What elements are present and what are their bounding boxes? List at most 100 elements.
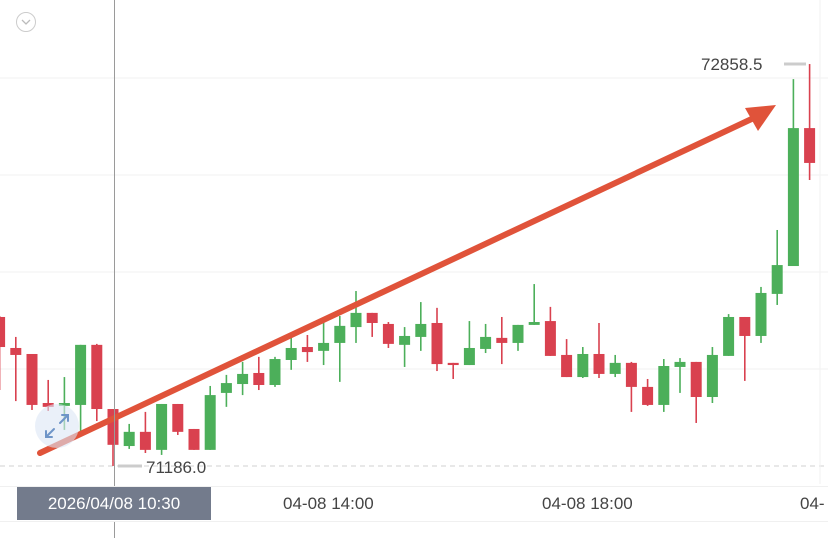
candle [771,229,783,305]
candle-body [172,403,184,432]
candle [399,327,411,367]
candle-body [496,337,508,343]
candle [528,284,540,325]
extreme-markers [118,62,806,468]
candle [447,362,459,379]
candle-body [447,362,459,366]
candle [269,356,281,387]
x-tick-label: 04- [800,494,825,513]
candle-body [204,395,216,450]
candle-body [399,335,411,345]
candle-body [188,428,200,450]
expand-arrows-icon[interactable] [35,404,79,448]
candle [253,356,265,391]
max-price-label: 72858.5 [701,55,763,74]
candle [787,79,799,267]
candle-body [269,359,281,385]
candle-body [804,128,816,163]
crosshair-vertical-line [114,0,115,538]
candle [204,385,216,450]
candle [415,302,427,351]
candle [723,314,735,356]
trend-arrow-annotation [37,105,776,456]
candle [0,316,6,391]
candle [577,347,589,379]
candle [285,337,297,370]
candle-body [10,347,22,355]
x-tick-label: 04-08 18:00 [542,494,633,513]
candle-body [0,316,6,348]
candle [561,339,573,378]
candle [350,291,362,343]
candle-body [771,265,783,294]
candle [75,344,87,432]
candle-body [528,322,540,325]
candle [318,322,330,366]
candle-body [723,316,735,356]
candle [658,359,670,412]
candle [139,411,151,453]
candle-body [463,347,475,366]
min-price-label: 71186.0 [146,458,207,477]
candle [496,316,508,365]
candle-body [220,383,232,393]
chevron-down-circle-icon[interactable] [16,12,36,32]
candle [690,361,702,423]
candle [642,378,654,406]
candle-body [755,292,767,336]
candle [755,286,767,343]
candle-body [253,372,265,385]
candle-body [237,373,249,385]
candle [593,322,605,379]
candle [220,374,232,407]
candle [625,361,637,412]
candle-body [139,431,151,450]
candle [301,335,313,362]
candle [480,323,492,354]
candle [91,343,103,422]
candle [26,353,38,410]
candle [334,316,346,382]
candle [739,316,751,381]
candle-body [366,312,378,323]
candle [463,321,475,366]
candle [188,428,200,450]
candle [431,307,443,372]
candle-body [415,323,427,337]
candle [10,336,22,402]
candle-body [75,344,87,405]
x-tick-label: 04-08 14:00 [283,494,374,513]
candle-body [26,353,38,405]
candle-body [544,321,556,356]
candle-body [318,342,330,351]
candle-body [690,361,702,398]
trend-arrow-head [745,105,776,131]
candle [237,361,249,396]
candle-body [431,322,443,365]
candle [366,312,378,337]
trend-arrow-shaft [37,113,761,456]
candle-body [642,386,654,405]
candle-body [91,344,103,410]
candle [609,354,621,378]
candle [123,423,135,449]
candle-body [674,361,686,367]
candle-body [285,347,297,360]
candle-body [156,403,168,450]
candle-body [658,366,670,405]
candle-body [706,354,718,398]
candle [544,306,556,356]
candle-body [577,353,589,378]
candle [706,347,718,404]
candle-body [739,316,751,336]
candle-body [350,312,362,328]
candle [156,403,168,455]
candle-body [107,409,119,445]
candle [512,324,524,351]
candle-body [625,362,637,387]
candle-body [512,324,524,343]
candle [382,322,394,348]
candle-body [609,362,621,374]
candle-body [593,353,605,374]
